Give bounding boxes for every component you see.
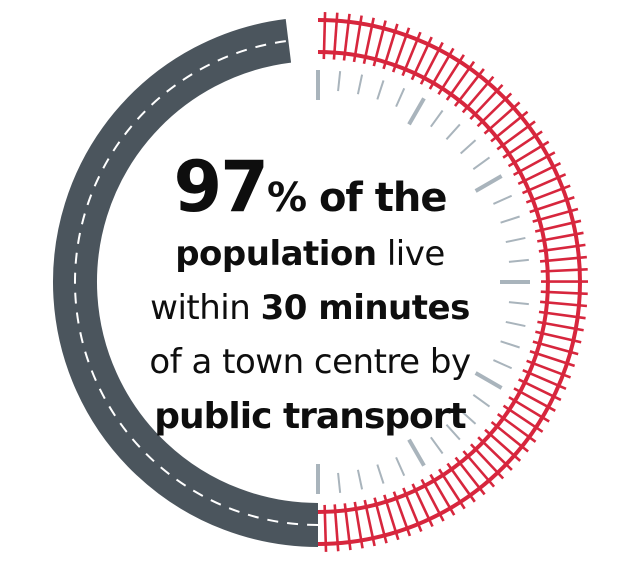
- clock-tick-minor: [430, 436, 444, 455]
- clock-tick-minor: [492, 194, 513, 205]
- headline-line-5: public transport: [154, 396, 467, 437]
- road-arc-icon: [53, 18, 319, 547]
- rail-inner: [317, 50, 550, 514]
- clock-tick-minor: [500, 340, 520, 349]
- headline-line-4: of a town centre by: [149, 342, 471, 382]
- headline-line-3: within 30 minutes: [120, 281, 500, 335]
- minutes-label: 30 minutes: [260, 288, 471, 328]
- headline-line-2-rest: live: [376, 234, 445, 274]
- railway-track-arc-icon: [317, 12, 589, 552]
- rail-outer: [317, 18, 582, 546]
- population-label: population: [175, 234, 377, 274]
- clock-tick-minor: [472, 156, 491, 170]
- percent-value: 97: [173, 146, 269, 228]
- clock-tick-minor: [508, 258, 529, 263]
- headline-line-3-pre: within: [150, 288, 261, 328]
- road-center-dashes: [74, 39, 319, 526]
- percent-sign: %: [266, 175, 307, 221]
- clock-tick-major: [474, 371, 503, 390]
- headline-line-1: 97% of the: [120, 152, 500, 227]
- clock-tick-minor: [337, 71, 342, 92]
- clock-tick-minor: [356, 469, 364, 490]
- clock-tick-minor: [395, 456, 406, 477]
- clock-tick-minor: [445, 424, 461, 441]
- clock-tick-major: [474, 174, 503, 193]
- clock-tick-minor: [395, 87, 406, 108]
- clock-tick-minor: [376, 464, 385, 484]
- clock-tick-minor: [505, 236, 526, 244]
- clock-tick-minor: [445, 123, 461, 140]
- headline: 97% of the population live within 30 min…: [120, 152, 500, 445]
- clock-tick-minor: [492, 359, 513, 370]
- clock-tick-minor: [337, 472, 342, 493]
- clock-tick-major: [407, 97, 426, 126]
- clock-tick-minor: [472, 394, 491, 408]
- clock-tick-minor: [376, 80, 385, 100]
- clock-tick-minor: [508, 301, 529, 306]
- clock-tick-minor: [505, 320, 526, 328]
- clock-tick-minor: [460, 139, 477, 155]
- clock-tick-minor: [356, 74, 364, 95]
- clock-tick-major: [407, 438, 426, 467]
- clock-tick-minor: [460, 409, 477, 425]
- clock-tick-minor: [500, 215, 520, 224]
- clock-tick-minor: [430, 109, 444, 128]
- headline-line-1-rest: of the: [306, 175, 448, 221]
- clock-ticks-icon: [316, 70, 530, 494]
- headline-line-2: population live: [120, 227, 500, 281]
